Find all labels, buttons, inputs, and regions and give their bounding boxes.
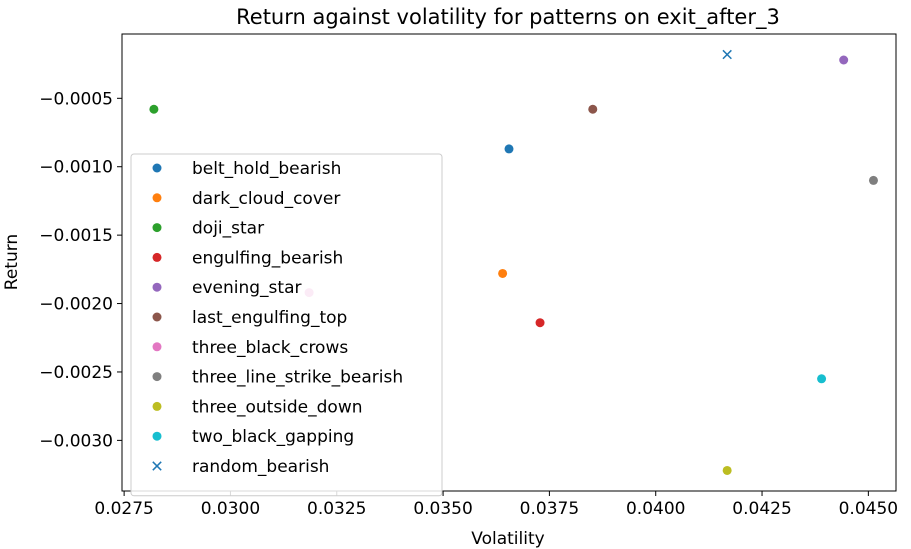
legend-marker [152, 401, 162, 411]
y-axis: −0.0005 −0.0010 −0.0015 −0.0020 −0.0025 −0.00… [39, 89, 122, 451]
data-point-random_bearish [722, 49, 732, 60]
data-point-three_line_strike_bearish [868, 175, 878, 185]
legend-label: engulfing_bearish [192, 248, 343, 268]
legend-label: last_engulfing_top [192, 308, 347, 328]
data-point-last_engulfing_top [588, 104, 598, 114]
legend-item-last_engulfing_top: last_engulfing_top [152, 308, 347, 328]
y-tick-label: −0.0005 [39, 89, 113, 109]
x-tick-label: 0.0425 [732, 499, 791, 519]
x-tick-label: 0.0450 [839, 499, 898, 519]
x-tick-label: 0.0300 [201, 499, 260, 519]
legend-item-random_bearish: random_bearish [152, 457, 329, 477]
legend-label: three_black_crows [192, 338, 348, 358]
legend-label: evening_star [192, 278, 301, 298]
y-axis-label: Return [2, 234, 22, 290]
x-tick-label: 0.0325 [307, 499, 366, 519]
legend-marker [152, 282, 162, 292]
legend-item-two_black_gapping: two_black_gapping [152, 427, 354, 447]
legend-item-evening_star: evening_star [152, 278, 301, 298]
data-point-engulfing_bearish [535, 318, 545, 328]
chart-title: Return against volatility for patterns o… [236, 5, 780, 30]
legend-marker [152, 372, 162, 382]
data-point-three_outside_down [722, 465, 732, 475]
legend-item-engulfing_bearish: engulfing_bearish [152, 248, 343, 268]
x-tick-label: 0.0275 [94, 499, 153, 519]
data-point-doji_star [149, 104, 159, 114]
data-point-evening_star [839, 55, 849, 65]
legend-label: two_black_gapping [192, 427, 354, 447]
legend-label: belt_hold_bearish [192, 159, 341, 179]
legend-marker [152, 342, 162, 352]
legend-marker [152, 431, 162, 441]
legend-marker [152, 223, 162, 233]
data-point-dark_cloud_cover [498, 268, 508, 278]
y-tick-label: −0.0025 [39, 363, 113, 383]
x-axis: 0.0275 0.0300 0.0325 0.0350 0.0375 0.0400 0.04… [94, 491, 898, 519]
legend-label: three_outside_down [192, 397, 363, 417]
y-tick-label: −0.0030 [39, 431, 113, 451]
legend-item-three_outside_down: three_outside_down [152, 397, 363, 417]
legend-label: random_bearish [192, 457, 329, 477]
legend-marker [152, 163, 162, 173]
legend-marker [152, 461, 162, 471]
y-tick-label: −0.0010 [39, 158, 113, 178]
x-tick-label: 0.0400 [626, 499, 685, 519]
legend-item-doji_star: doji_star [152, 219, 264, 239]
x-tick-label: 0.0375 [520, 499, 579, 519]
legend-item-belt_hold_bearish: belt_hold_bearish [152, 159, 341, 179]
y-tick-label: −0.0015 [39, 226, 113, 246]
data-point-two_black_gapping [817, 374, 827, 384]
legend-box [130, 153, 443, 497]
legend-item-three_line_strike_bearish: three_line_strike_bearish [152, 368, 403, 388]
x-tick-label: 0.0350 [413, 499, 472, 519]
legend-marker [152, 312, 162, 322]
x-axis-label: Volatility [471, 529, 544, 549]
y-tick-label: −0.0020 [39, 295, 113, 315]
data-point-belt_hold_bearish [504, 144, 514, 154]
legend-label: dark_cloud_cover [192, 189, 340, 209]
legend-marker [152, 252, 162, 262]
plot-area [121, 33, 897, 492]
legend-item-dark_cloud_cover: dark_cloud_cover [152, 189, 340, 209]
legend-label: doji_star [192, 219, 264, 239]
legend-item-three_black_crows: three_black_crows [152, 338, 348, 358]
legend: belt_hold_bearish dark_cloud_cover doji_st… [130, 153, 443, 497]
legend-label: three_line_strike_bearish [192, 368, 403, 388]
legend-marker [152, 193, 162, 203]
